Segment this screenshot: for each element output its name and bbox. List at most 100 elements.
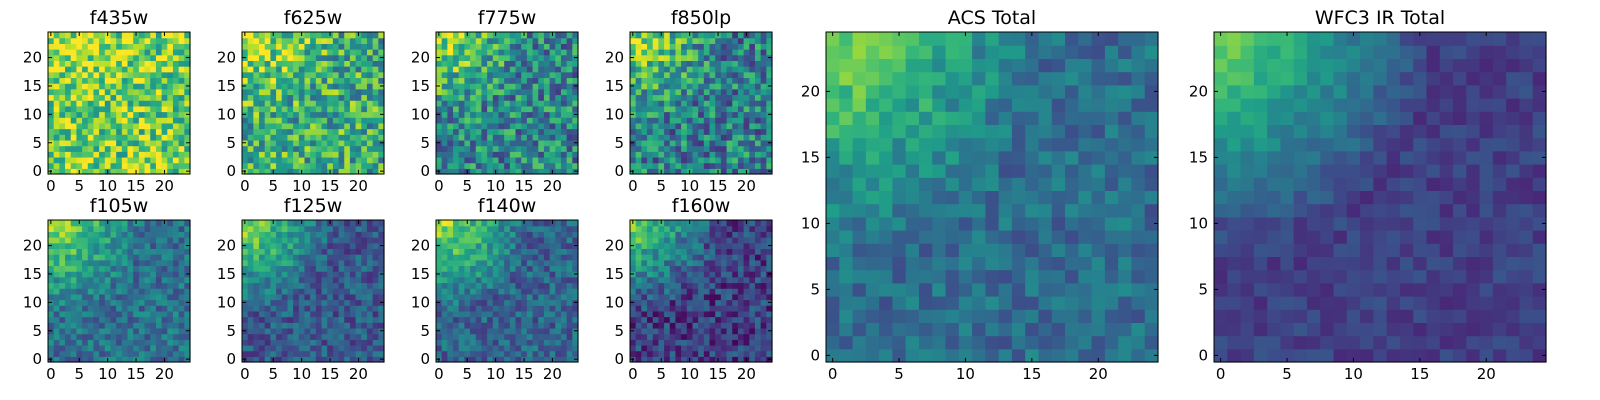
heatmap-cell <box>144 225 151 232</box>
heatmap-cell <box>509 134 517 141</box>
heatmap-cell <box>310 77 317 84</box>
heatmap-cell <box>48 100 55 107</box>
heatmap-cell <box>464 316 471 323</box>
heatmap-cell <box>709 276 716 284</box>
heatmap-cell <box>681 282 688 289</box>
heatmap-cell <box>93 151 100 158</box>
heatmap-cell <box>492 49 500 56</box>
heatmap-cell <box>59 276 66 284</box>
heatmap-cell <box>310 254 317 261</box>
heatmap-cell <box>760 71 767 79</box>
heatmap-cell <box>53 100 60 107</box>
heatmap-cell <box>766 105 773 113</box>
heatmap-cell <box>287 282 294 289</box>
heatmap-cell <box>630 100 637 107</box>
heatmap-cell <box>121 77 129 84</box>
heatmap-cell <box>509 282 517 289</box>
heatmap-cell <box>155 322 163 329</box>
heatmap-cell <box>555 248 562 255</box>
heatmap-cell <box>372 254 379 261</box>
heatmap-cell <box>475 128 483 135</box>
heatmap-cell <box>87 66 95 73</box>
heatmap-cell <box>133 271 140 278</box>
heatmap-cell <box>760 77 767 84</box>
heatmap-cell <box>526 305 534 312</box>
heatmap-cell <box>82 322 89 329</box>
heatmap-cell <box>116 288 123 295</box>
heatmap-cell <box>310 248 317 255</box>
heatmap-cell <box>167 128 174 135</box>
heatmap-cell <box>560 43 568 50</box>
heatmap-cell <box>647 94 654 101</box>
heatmap-cell <box>492 350 500 357</box>
heatmap-cell <box>361 162 368 169</box>
heatmap-cell <box>293 276 300 284</box>
heatmap-cell <box>270 128 277 135</box>
heatmap-cell <box>509 100 517 107</box>
heatmap-cell <box>48 259 55 267</box>
heatmap-cell <box>53 305 60 312</box>
heatmap-cell <box>720 32 728 39</box>
heatmap-cell <box>675 350 682 357</box>
heatmap-cell <box>121 162 129 169</box>
heatmap-cell <box>70 49 77 56</box>
heatmap-cell <box>104 248 112 255</box>
heatmap-cell <box>344 293 351 301</box>
heatmap-cell <box>709 305 716 312</box>
heatmap-cell <box>366 310 374 318</box>
heatmap-cell <box>253 105 260 113</box>
heatmap-cell <box>504 344 511 352</box>
heatmap-cell <box>253 344 260 352</box>
heatmap-cell <box>172 37 180 44</box>
heatmap-cell <box>538 333 545 340</box>
heatmap-cell <box>304 265 311 272</box>
heatmap-cell <box>167 162 174 169</box>
heatmap-cell <box>332 71 340 79</box>
heatmap-cell <box>447 310 454 318</box>
heatmap-cell <box>498 54 505 61</box>
heatmap-cell <box>304 162 311 169</box>
heatmap-cell <box>144 37 151 44</box>
heatmap-cell <box>560 310 568 318</box>
heatmap-cell <box>635 105 642 113</box>
heatmap-cell <box>441 83 448 90</box>
heatmap-cell <box>732 350 739 357</box>
heatmap-cell <box>635 54 642 61</box>
panel-title: f435w <box>90 7 149 29</box>
heatmap-cell <box>372 105 379 113</box>
heatmap-cell <box>150 333 157 340</box>
heatmap-cell <box>766 94 773 101</box>
heatmap-cell <box>366 71 374 79</box>
heatmap-cell <box>549 83 556 90</box>
heatmap-cell <box>304 248 311 255</box>
heatmap-cell <box>715 271 722 278</box>
heatmap-cell <box>138 231 146 238</box>
heatmap-cell <box>144 71 151 79</box>
heatmap-cell <box>304 327 311 335</box>
heatmap-cell <box>709 316 716 323</box>
heatmap-cell <box>669 134 677 141</box>
heatmap-cell <box>766 322 773 329</box>
heatmap-cell <box>161 83 168 90</box>
heatmap-cell <box>161 288 168 295</box>
heatmap-cell <box>487 282 494 289</box>
heatmap-cell <box>127 43 134 50</box>
heatmap-cell <box>441 105 448 113</box>
heatmap-cell <box>121 100 129 107</box>
heatmap-cell <box>726 32 733 39</box>
heatmap-cell <box>99 254 106 261</box>
heatmap-cell <box>686 122 694 130</box>
heatmap-cell <box>53 60 60 67</box>
heatmap-cell <box>315 54 323 61</box>
heatmap-cell <box>327 151 334 158</box>
heatmap-cell <box>453 259 460 267</box>
heatmap-cell <box>264 37 271 44</box>
heatmap-cell <box>127 71 134 79</box>
heatmap-cell <box>82 339 89 346</box>
heatmap-cell <box>766 339 773 346</box>
heatmap-cell <box>760 105 767 113</box>
heatmap-cell <box>754 299 762 306</box>
heatmap-cell <box>344 162 351 169</box>
heatmap-cell <box>669 54 677 61</box>
heatmap-cell <box>276 88 283 96</box>
